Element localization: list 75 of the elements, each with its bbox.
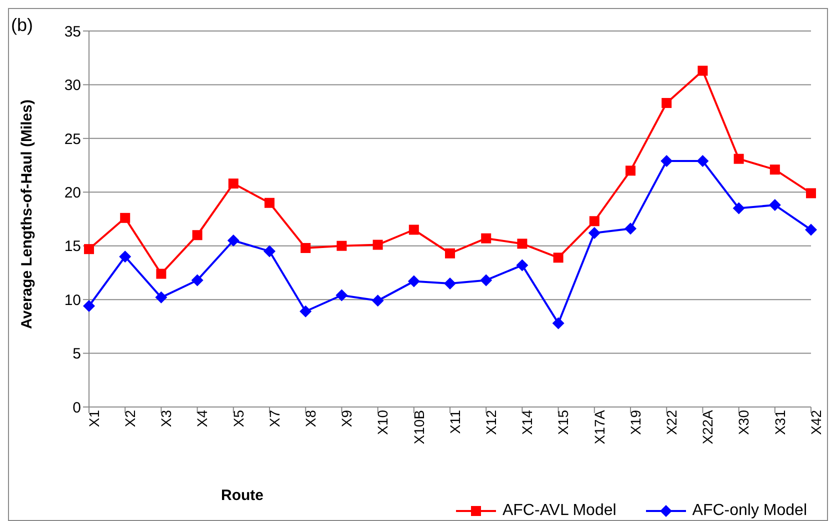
point: [553, 252, 564, 263]
point: [264, 245, 276, 258]
x-tick-label: X22A: [700, 409, 716, 444]
point: [445, 248, 455, 258]
point: [734, 154, 744, 164]
point: [192, 230, 202, 240]
y-axis-title: Average Lengths-of-Haul (Miles): [18, 100, 36, 329]
x-tick-label: X30: [736, 410, 752, 435]
point: [408, 224, 419, 235]
x-tick-label: X14: [519, 410, 536, 435]
point: [83, 300, 95, 312]
y-tick-label: 35: [64, 23, 81, 40]
y-tick-label: 15: [64, 238, 81, 256]
point: [589, 216, 600, 226]
point: [372, 240, 383, 250]
x-tick-label: X8: [302, 410, 319, 428]
x-tick-label: X17A: [591, 409, 608, 444]
legend-label: AFC-only Model: [692, 502, 807, 520]
x-tick-label: X10: [374, 410, 391, 435]
point: [191, 274, 204, 286]
point: [696, 154, 709, 167]
point: [588, 226, 600, 239]
point: [698, 66, 708, 76]
x-tick-label: X9: [338, 410, 355, 428]
x-tick-label: X10B: [410, 410, 427, 444]
point: [300, 305, 312, 318]
text: (b): [11, 15, 33, 36]
x-tick-label: X15: [555, 410, 572, 435]
point: [768, 199, 781, 212]
point: [626, 166, 636, 176]
y-tick-label: 30: [64, 77, 81, 94]
y-tick-label: 25: [64, 130, 81, 148]
x-axis-title: Route: [221, 487, 264, 504]
x-tick-label: X11: [446, 410, 463, 434]
x-tick-label: X31: [772, 410, 788, 435]
point: [517, 238, 528, 249]
point: [119, 250, 132, 263]
point: [480, 274, 492, 286]
point: [155, 291, 168, 304]
x-tick-label: X1: [86, 410, 102, 428]
point: [228, 178, 238, 189]
x-tick-label: X2: [122, 410, 138, 428]
point: [300, 243, 311, 254]
x-tick-label: X19: [627, 410, 644, 435]
point: [336, 289, 348, 302]
legend-label: AFC-AVL Model: [502, 502, 616, 520]
point: [408, 275, 420, 288]
point: [805, 224, 817, 236]
y-tick-label: 20: [64, 184, 81, 202]
x-tick-label: X22: [664, 410, 680, 435]
y-tick-label: 10: [64, 292, 81, 309]
point: [481, 233, 492, 244]
y-tick-label: 0: [72, 399, 81, 416]
point: [732, 202, 745, 214]
point: [662, 98, 672, 108]
x-tick-label: X12: [483, 410, 500, 435]
point: [264, 198, 274, 208]
point: [336, 240, 347, 251]
point: [660, 154, 673, 167]
point: [372, 294, 384, 307]
point: [624, 222, 636, 235]
point: [156, 268, 166, 279]
point: [227, 234, 240, 246]
point: [770, 164, 780, 175]
point: [552, 317, 564, 330]
x-tick-label: X5: [230, 410, 246, 428]
point: [516, 259, 528, 272]
x-tick-label: X42: [808, 410, 824, 435]
point: [806, 188, 816, 198]
y-tick-label: 5: [72, 346, 81, 363]
point: [444, 277, 456, 290]
x-tick-label: X7: [266, 410, 282, 428]
x-tick-label: X4: [194, 410, 210, 428]
point: [120, 212, 130, 223]
x-tick-label: X3: [158, 410, 174, 428]
